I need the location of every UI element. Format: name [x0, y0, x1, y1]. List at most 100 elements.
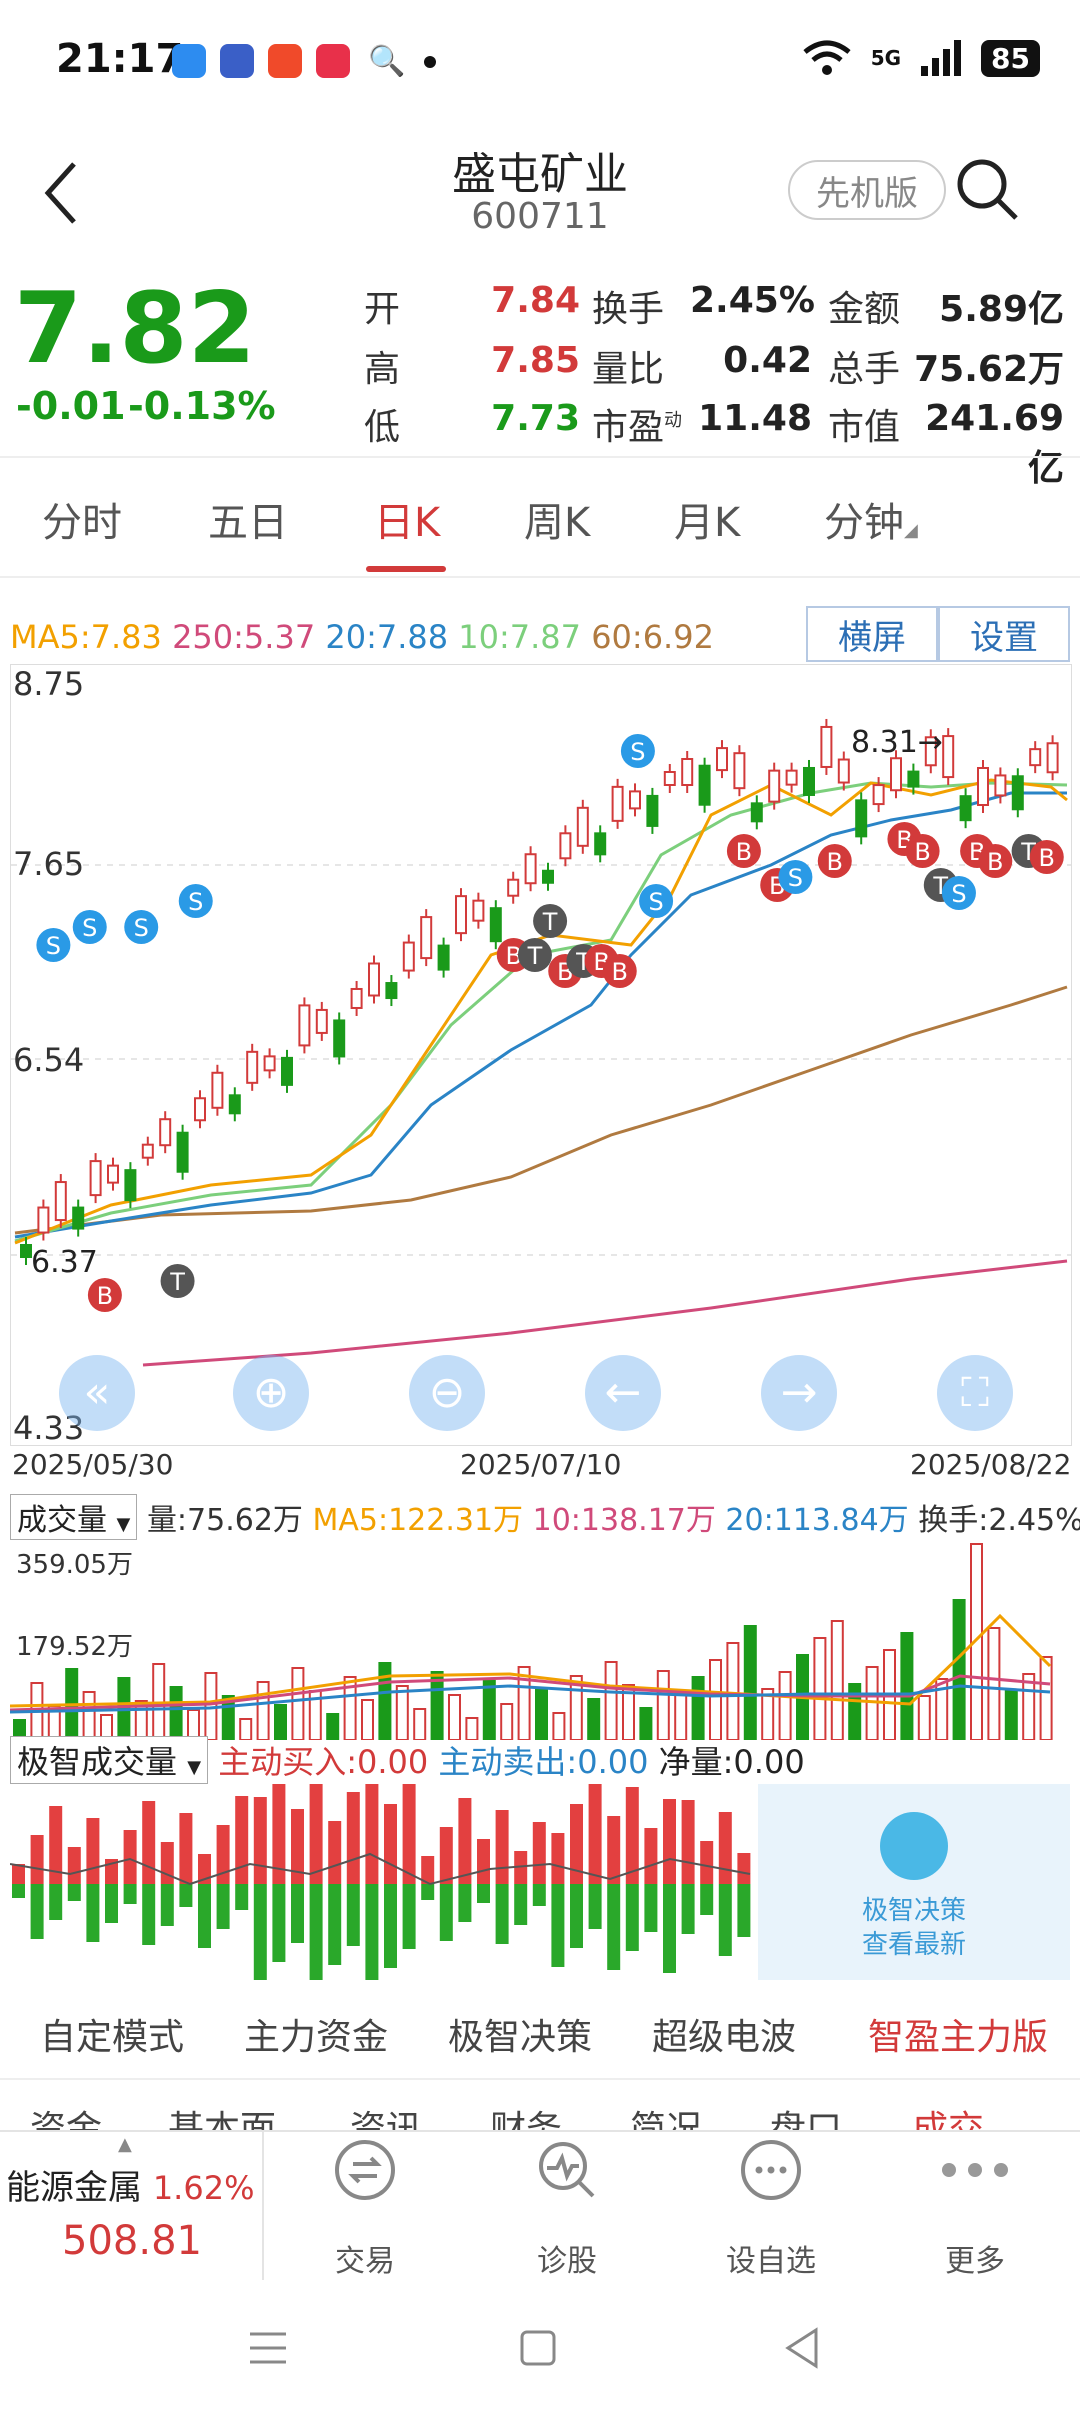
volume-bar: [900, 1632, 914, 1741]
sell-bar: [439, 1884, 453, 1941]
volume-turnover: 换手:2.45%: [918, 1503, 1080, 1538]
volume-bar: [274, 1704, 287, 1741]
tab-minute[interactable]: 分钟◢: [824, 490, 918, 548]
dock-more-label[interactable]: 更多: [945, 2244, 1005, 2279]
diagnose-icon[interactable]: [502, 2138, 632, 2210]
signal-marker: [533, 904, 568, 938]
volume-bar: [430, 1671, 444, 1741]
signal-letter: B: [987, 848, 1003, 876]
mode-switch-button[interactable]: 先机版: [788, 160, 946, 220]
signal-marker: [639, 884, 674, 918]
high-label: 高: [364, 349, 401, 390]
search-icon[interactable]: [954, 156, 1020, 222]
sell-bar: [495, 1884, 509, 1944]
dock-watchlist-label[interactable]: 设自选: [726, 2244, 816, 2279]
candle-body: [698, 764, 711, 806]
price-change-percent: -0.13%: [128, 384, 276, 428]
smart-volume-select[interactable]: 极智成交量 ▼: [10, 1736, 209, 1784]
smart-volume-svg: [9, 1763, 751, 1987]
add-watchlist-icon[interactable]: [706, 2138, 836, 2210]
feature-tab-premium[interactable]: 智盈主力版: [868, 2017, 1049, 2058]
settings-button[interactable]: 设置: [938, 606, 1070, 662]
sell-bar: [198, 1884, 211, 1948]
amount-value: 5.89亿: [939, 289, 1064, 330]
signal-icon: [921, 40, 962, 76]
home-nav-icon[interactable]: [518, 2328, 558, 2368]
buy-bar: [216, 1825, 230, 1884]
volume-indicator-select[interactable]: 成交量 ▼: [10, 1494, 138, 1540]
candle-body: [629, 790, 641, 810]
buy-bar: [272, 1768, 286, 1884]
more-icon[interactable]: [910, 2138, 1040, 2210]
buy-bar: [291, 1809, 304, 1884]
sector-name-text: 能源金属: [6, 2168, 142, 2208]
feature-tab-custom[interactable]: 自定模式: [40, 2017, 185, 2058]
candle-body: [315, 1008, 328, 1034]
first-page-icon[interactable]: «: [59, 1355, 135, 1431]
back-arrow-icon[interactable]: [40, 158, 80, 228]
back-nav-icon[interactable]: [782, 2326, 822, 2370]
ma-legend: MA5:7.83 250:5.37 20:7.88 10:7.87 60:6.9…: [10, 618, 714, 656]
zoom-out-icon[interactable]: ⊖: [409, 1355, 485, 1431]
dropdown-triangle-icon: ◢: [904, 520, 918, 541]
tab-intraday[interactable]: 分时: [42, 500, 122, 546]
menu-nav-icon[interactable]: [246, 2328, 290, 2368]
low-value: 7.73: [491, 398, 580, 439]
feature-tab-capital[interactable]: 主力资金: [244, 2017, 389, 2058]
smart-volume-line: [9, 1852, 751, 1886]
candle-body: [20, 1244, 32, 1258]
volume-ma5: MA5:122.31万: [312, 1503, 524, 1538]
candle-body: [54, 1181, 67, 1222]
volume-chart[interactable]: [9, 1536, 1070, 1741]
landscape-button[interactable]: 横屏: [806, 606, 938, 662]
stock-code: 600711: [471, 196, 609, 237]
tab-five-day[interactable]: 五日: [208, 500, 288, 546]
signal-letter: B: [914, 838, 930, 866]
buy-bar: [477, 1839, 490, 1884]
buy-bar: [384, 1804, 397, 1884]
volume-bar: [1004, 1690, 1018, 1741]
smart-decision-icon: [880, 1812, 948, 1880]
volume-value: 量:75.62万: [146, 1503, 303, 1538]
volume-info-bar: 成交量 ▼ 量:75.62万 MA5:122.31万 10:138.17万 20…: [10, 1494, 1080, 1540]
smart-volume-bars: [12, 1763, 751, 1987]
smart-panel-line1: 极智决策: [861, 1896, 966, 1926]
sell-bar: [458, 1884, 472, 1922]
tab-weekly-k[interactable]: 周K: [524, 500, 591, 546]
sell-bar: [142, 1884, 156, 1945]
smart-volume-chart[interactable]: [9, 1763, 758, 1987]
volume-bar: [674, 1693, 688, 1741]
low-label: 低: [364, 407, 401, 448]
fullscreen-icon[interactable]: ⛶: [937, 1355, 1013, 1431]
volume-bar: [482, 1680, 496, 1741]
scroll-left-icon[interactable]: ←: [585, 1355, 661, 1431]
buy-bar: [179, 1813, 193, 1884]
buy-bar: [663, 1799, 676, 1884]
candle-body: [489, 907, 502, 943]
zoom-in-icon[interactable]: ⊕: [233, 1355, 309, 1431]
ma60-line: [14, 985, 1068, 1235]
search-notification-icon: 🔍: [368, 44, 406, 79]
sector-card[interactable]: ▲ 能源金属 1.62% 508.81: [0, 2132, 264, 2280]
tab-monthly-k[interactable]: 月K: [674, 500, 741, 546]
candle-body: [228, 1094, 241, 1115]
dock-trade-label[interactable]: 交易: [335, 2244, 395, 2279]
system-nav-bar: [0, 2282, 1080, 2412]
tab-daily-k[interactable]: 日K: [374, 500, 441, 546]
feature-tab-decision[interactable]: 极智决策: [448, 2017, 593, 2058]
trade-icon[interactable]: [300, 2138, 430, 2210]
feature-tab-wave[interactable]: 超级电波: [652, 2017, 797, 2058]
signal-marker: [941, 876, 976, 910]
dock-diagnose-label[interactable]: 诊股: [537, 2244, 597, 2279]
volume-bar: [726, 1642, 740, 1741]
candle-body: [281, 1056, 293, 1086]
smart-decision-panel[interactable]: 极智决策 查看最新: [758, 1784, 1070, 1980]
buy-bar: [737, 1853, 751, 1884]
scroll-right-icon[interactable]: →: [761, 1355, 837, 1431]
signal-letter: S: [82, 914, 97, 942]
signal-marker: [620, 734, 655, 768]
signal-letter: T: [169, 1268, 185, 1296]
y-axis-label: 4.33: [13, 1409, 85, 1447]
